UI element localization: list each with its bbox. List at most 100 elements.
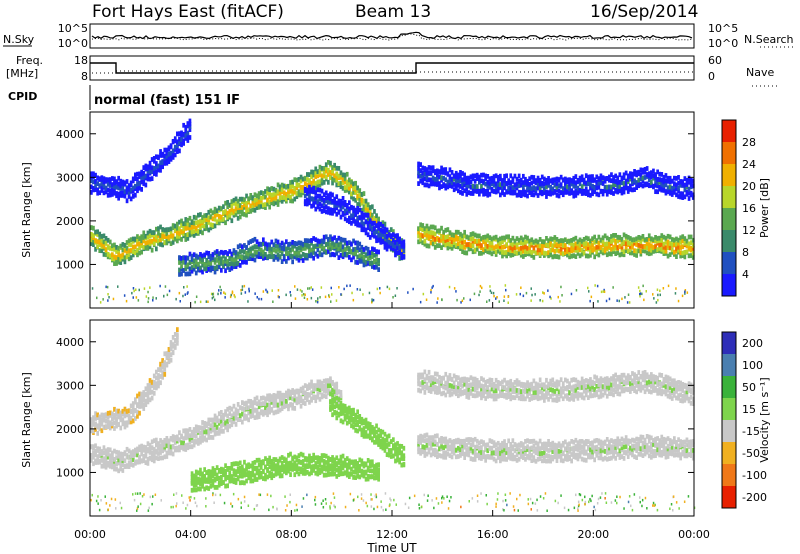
data-cell [566,442,569,448]
data-cell [247,196,250,202]
data-cell [444,235,448,240]
data-cell [138,181,141,186]
data-cell [178,131,181,137]
data-cell [341,180,345,186]
data-cell [570,238,573,243]
data-cell [182,141,185,146]
data-cell [505,443,508,448]
data-cell [354,475,357,480]
data-cell [152,240,156,246]
data-cell [238,263,242,268]
data-cell [329,191,332,197]
data-cell [280,473,284,479]
data-cell [234,264,238,269]
data-cell [301,462,305,468]
data-cell [433,452,437,458]
data-cell [182,131,185,137]
data-cell [436,168,439,174]
data-cell [320,238,324,244]
data-cell [278,395,282,401]
data-cell [471,442,475,448]
data-cell [362,433,366,439]
data-cell [524,176,527,182]
data-cell [580,247,584,253]
data-cell [115,461,118,467]
data-cell [92,454,95,460]
data-cell [253,202,257,208]
data-cell [197,476,200,482]
data-cell [685,177,689,183]
data-cell [276,243,280,249]
data-cell [551,190,555,195]
data-cell [327,236,330,242]
data-cell [356,414,359,420]
data-cell [228,476,232,482]
data-cell [446,234,450,240]
data-cell [173,440,177,445]
data-cell [480,172,483,178]
data-cell [215,249,219,254]
speckle-cell [308,287,311,290]
data-cell [350,204,353,210]
data-cell [469,179,473,185]
data-cell [285,461,288,467]
data-cell [329,391,332,397]
data-cell [576,443,580,449]
data-cell [129,450,133,455]
data-cell [345,210,349,215]
data-cell [134,452,137,458]
data-cell [633,187,636,192]
data-cell [436,236,439,241]
data-cell [131,176,135,182]
data-cell [201,253,204,259]
speckle-cell [455,290,457,293]
data-cell [278,390,282,396]
data-cell [454,438,458,444]
data-cell [492,456,496,462]
data-cell [582,177,586,183]
data-cell [423,166,427,171]
data-cell [402,453,406,459]
data-cell [547,183,550,188]
speckle-cell [677,299,680,303]
data-cell [224,469,227,474]
data-cell [484,191,487,197]
data-cell [436,180,439,186]
data-cell [276,189,280,195]
data-cell [524,192,527,198]
data-cell [421,170,425,176]
data-cell [119,183,123,189]
data-cell [501,184,504,190]
data-cell [259,470,263,476]
data-cell [352,463,355,469]
data-cell [387,433,391,439]
data-cell [647,233,651,239]
speckle-cell [254,292,256,295]
data-cell [635,180,638,185]
data-cell [282,183,286,189]
data-cell [303,252,307,258]
data-cell [549,189,552,195]
data-cell [473,448,477,453]
data-cell [433,180,437,186]
data-cell [511,188,515,193]
data-cell [561,189,565,195]
data-cell [314,398,318,404]
data-cell [528,242,531,247]
data-cell [121,193,125,198]
data-cell [247,247,250,253]
data-cell [276,394,280,399]
data-cell [687,190,691,196]
data-cell [385,452,389,457]
data-cell [297,466,301,472]
data-cell [364,461,368,467]
data-cell [492,182,496,188]
data-cell [266,474,269,480]
data-cell [511,190,515,196]
data-cell [448,438,452,443]
data-cell [496,237,500,243]
data-cell [119,463,123,469]
noise-search-label: N.Search [744,33,794,46]
data-cell [368,226,372,232]
data-cell [557,188,561,194]
